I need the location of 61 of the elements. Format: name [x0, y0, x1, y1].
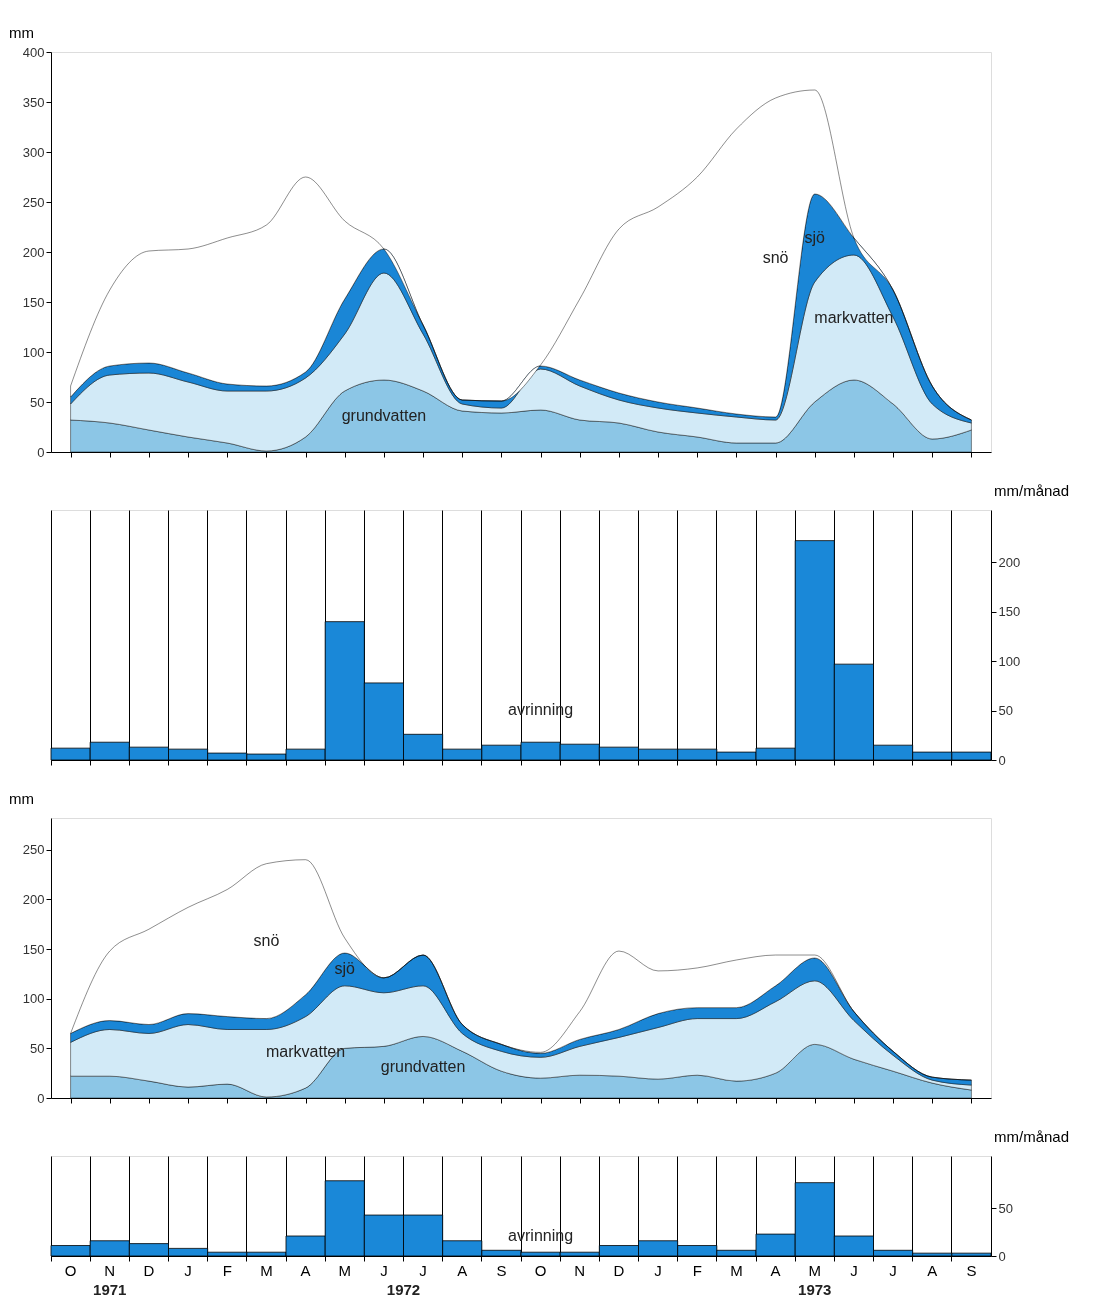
y-tick-label: 200	[22, 891, 45, 907]
x-tick-label: A	[300, 1261, 311, 1279]
x-tick-label: S	[966, 1261, 977, 1279]
y-tick-label: 200	[998, 554, 1021, 570]
x-tick-label: F	[222, 1261, 232, 1279]
y-tick-label: 150	[22, 294, 45, 310]
x-tick-label: N	[574, 1261, 586, 1279]
y-tick-label: 50	[998, 703, 1013, 719]
x-tick-label: J	[889, 1261, 897, 1279]
y-tick-label: 350	[22, 94, 45, 110]
x-tick-label: F	[692, 1261, 702, 1279]
y-tick-label: 0	[998, 752, 1006, 768]
y-tick-label: 400	[22, 44, 45, 60]
x-tick-label: J	[184, 1261, 192, 1279]
y-tick-label: 300	[22, 144, 45, 160]
series-label: snö	[762, 248, 789, 266]
x-tick-label: J	[380, 1261, 388, 1279]
y-tick-label: 0	[998, 1248, 1006, 1264]
x-tick-label: O	[64, 1261, 77, 1279]
y-tick-label: 100	[22, 344, 45, 360]
x-tick-label: O	[534, 1261, 547, 1279]
y-tick-label: 0	[37, 444, 45, 460]
x-tick-label: M	[260, 1261, 273, 1279]
series-label: markvatten	[266, 1043, 346, 1061]
y-axis-title: mm/månad	[993, 481, 1070, 499]
series-label: sjö	[334, 960, 356, 978]
y-tick-label: 50	[30, 1040, 45, 1056]
x-tick-label: A	[927, 1261, 938, 1279]
series-label: snö	[253, 932, 280, 950]
y-tick-label: 250	[22, 194, 45, 210]
series-label: grundvatten	[380, 1058, 466, 1076]
series-label: markvatten	[814, 308, 894, 326]
y-tick-label: 150	[22, 941, 45, 957]
text: 1971	[93, 1281, 127, 1298]
x-tick-label: N	[104, 1261, 116, 1279]
series-label: sjö	[804, 229, 826, 246]
y-axis-title: mm/månad	[993, 1127, 1070, 1145]
x-tick-label: A	[457, 1261, 468, 1279]
series-label: grundvatten	[341, 407, 427, 424]
x-tick-label: M	[338, 1261, 351, 1279]
x-tick-label: M	[808, 1261, 821, 1279]
text: 1973	[798, 1281, 832, 1298]
y-tick-label: 250	[22, 842, 45, 858]
y-axis-title: mm	[9, 23, 34, 41]
x-tick-label: J	[419, 1261, 427, 1279]
x-tick-label: M	[730, 1261, 743, 1279]
x-tick-label: D	[613, 1261, 625, 1279]
y-tick-label: 100	[998, 653, 1021, 669]
y-tick-label: 0	[37, 1090, 45, 1106]
x-tick-label: J	[654, 1261, 662, 1279]
y-tick-label: 50	[30, 394, 45, 410]
x-tick-label: D	[143, 1261, 155, 1279]
text: 1972	[386, 1281, 421, 1298]
y-tick-label: 150	[998, 604, 1021, 620]
y-axis-title: mm	[9, 789, 34, 807]
y-tick-label: 100	[22, 991, 45, 1007]
x-tick-label: S	[496, 1261, 507, 1279]
x-tick-label: A	[770, 1261, 781, 1279]
x-tick-label: J	[850, 1261, 858, 1279]
y-tick-label: 200	[22, 244, 45, 260]
y-tick-label: 50	[998, 1200, 1013, 1216]
